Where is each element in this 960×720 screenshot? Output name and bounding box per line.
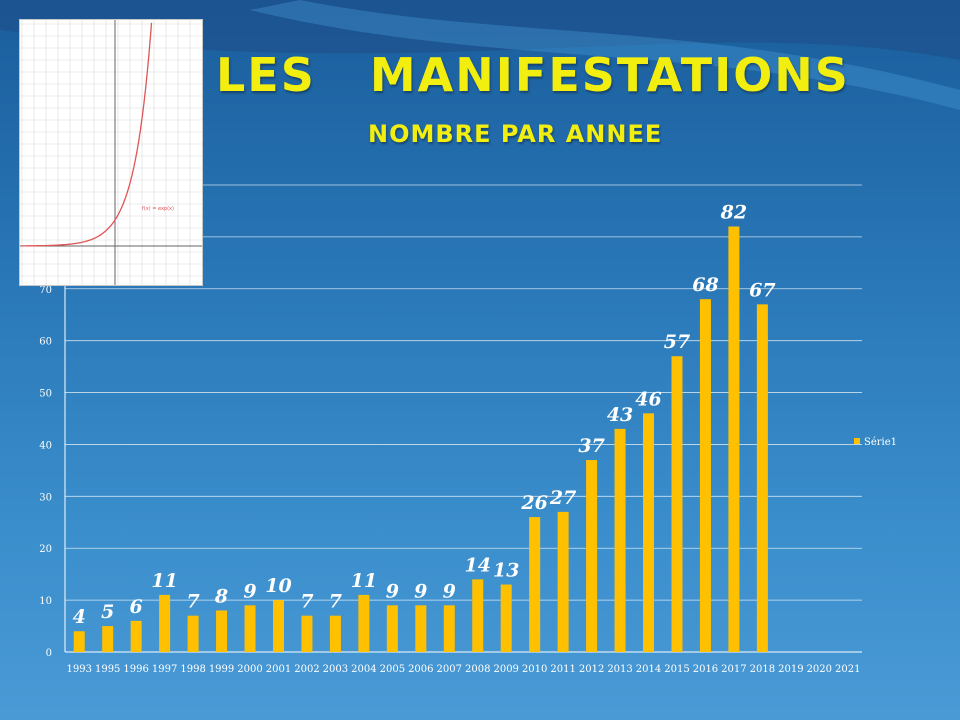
bar xyxy=(586,460,598,652)
x-tick-label: 2015 xyxy=(664,664,689,675)
x-tick-label: 2000 xyxy=(237,664,262,675)
x-tick-label: 2010 xyxy=(522,664,547,675)
bar xyxy=(73,631,85,652)
data-label: 37 xyxy=(578,435,604,457)
y-tick-label: 60 xyxy=(39,337,52,348)
x-tick-label: 2004 xyxy=(351,664,376,675)
data-label: 43 xyxy=(607,404,633,426)
inset-function-label: f(x) = exp(x) xyxy=(142,206,174,212)
y-tick-label: 50 xyxy=(39,389,52,400)
bar xyxy=(557,511,569,652)
data-label: 6 xyxy=(130,596,143,618)
data-label: 7 xyxy=(186,591,199,613)
data-label: 13 xyxy=(493,560,519,582)
bar xyxy=(272,600,284,652)
x-tick-label: 2008 xyxy=(465,664,490,675)
x-tick-label: 2003 xyxy=(323,664,348,675)
bar xyxy=(443,605,455,652)
bar xyxy=(102,626,114,652)
bar xyxy=(415,605,427,652)
x-tick-label: 1995 xyxy=(95,664,120,675)
x-tick-label: 1996 xyxy=(123,664,148,675)
bar xyxy=(386,605,398,652)
data-label: 8 xyxy=(214,585,228,607)
bar xyxy=(301,615,313,652)
bar xyxy=(216,610,228,652)
exponential-plot: f(x) = exp(x) xyxy=(20,20,202,285)
bar xyxy=(244,605,256,652)
bar xyxy=(329,615,341,652)
bar xyxy=(671,356,683,652)
bar xyxy=(756,304,768,652)
exponential-graph-image: f(x) = exp(x) xyxy=(19,19,203,286)
data-label: 7 xyxy=(329,591,342,613)
x-tick-label: 2017 xyxy=(721,664,746,675)
x-tick-label: 2014 xyxy=(636,664,661,675)
legend-label: Série1 xyxy=(864,437,897,448)
x-tick-label: 1998 xyxy=(180,664,205,675)
y-tick-label: 40 xyxy=(39,440,52,451)
data-label: 46 xyxy=(635,388,661,410)
x-tick-label: 1993 xyxy=(67,664,92,675)
data-label: 11 xyxy=(351,570,377,592)
data-label: 27 xyxy=(549,487,576,509)
x-tick-label: 2005 xyxy=(380,664,405,675)
bar xyxy=(358,594,370,652)
x-tick-label: 1999 xyxy=(209,664,234,675)
bar xyxy=(728,226,740,652)
x-tick-label: 2002 xyxy=(294,664,319,675)
bar xyxy=(159,594,171,652)
y-tick-label: 70 xyxy=(39,285,52,296)
x-tick-label: 2021 xyxy=(835,664,860,675)
data-label: 9 xyxy=(443,580,456,602)
data-label: 9 xyxy=(243,580,256,602)
y-tick-label: 20 xyxy=(39,544,52,555)
bar xyxy=(699,299,711,652)
slide-subtitle: NOMBRE PAR ANNEE xyxy=(368,120,663,148)
slide-title: LES MANIFESTATIONS xyxy=(216,48,850,102)
x-tick-label: 2016 xyxy=(693,664,718,675)
data-label: 14 xyxy=(465,554,491,576)
data-label: 10 xyxy=(265,575,291,597)
x-tick-label: 2006 xyxy=(408,664,433,675)
data-label: 9 xyxy=(414,580,427,602)
bar xyxy=(187,615,199,652)
data-label: 4 xyxy=(73,606,86,628)
data-label: 9 xyxy=(386,580,399,602)
data-label: 5 xyxy=(101,601,114,623)
x-tick-label: 2007 xyxy=(437,664,462,675)
x-tick-label: 2011 xyxy=(550,664,575,675)
bar xyxy=(529,517,541,652)
data-label: 26 xyxy=(520,492,547,514)
data-label: 11 xyxy=(151,570,177,592)
x-tick-label: 2009 xyxy=(493,664,518,675)
exponential-curve xyxy=(21,22,153,247)
decorative-swoosh xyxy=(0,0,960,110)
x-tick-label: 2001 xyxy=(266,664,291,675)
y-tick-label: 0 xyxy=(46,648,52,659)
data-label: 82 xyxy=(720,202,747,224)
data-label: 67 xyxy=(749,279,775,301)
x-tick-label: 2013 xyxy=(607,664,632,675)
bar xyxy=(643,413,655,652)
bar xyxy=(500,584,512,652)
bar xyxy=(472,579,484,652)
legend-swatch xyxy=(854,438,860,444)
inset-grid xyxy=(20,20,202,285)
data-label: 68 xyxy=(692,274,718,296)
data-label: 57 xyxy=(664,331,690,353)
data-label: 7 xyxy=(300,591,313,613)
x-tick-label: 2020 xyxy=(807,664,832,675)
x-tick-label: 2019 xyxy=(778,664,803,675)
y-tick-label: 10 xyxy=(39,596,52,607)
x-tick-label: 2012 xyxy=(579,664,604,675)
y-tick-label: 30 xyxy=(39,492,52,503)
bar xyxy=(130,620,142,652)
x-tick-label: 2018 xyxy=(750,664,775,675)
bar xyxy=(614,428,626,652)
x-tick-label: 1997 xyxy=(152,664,177,675)
